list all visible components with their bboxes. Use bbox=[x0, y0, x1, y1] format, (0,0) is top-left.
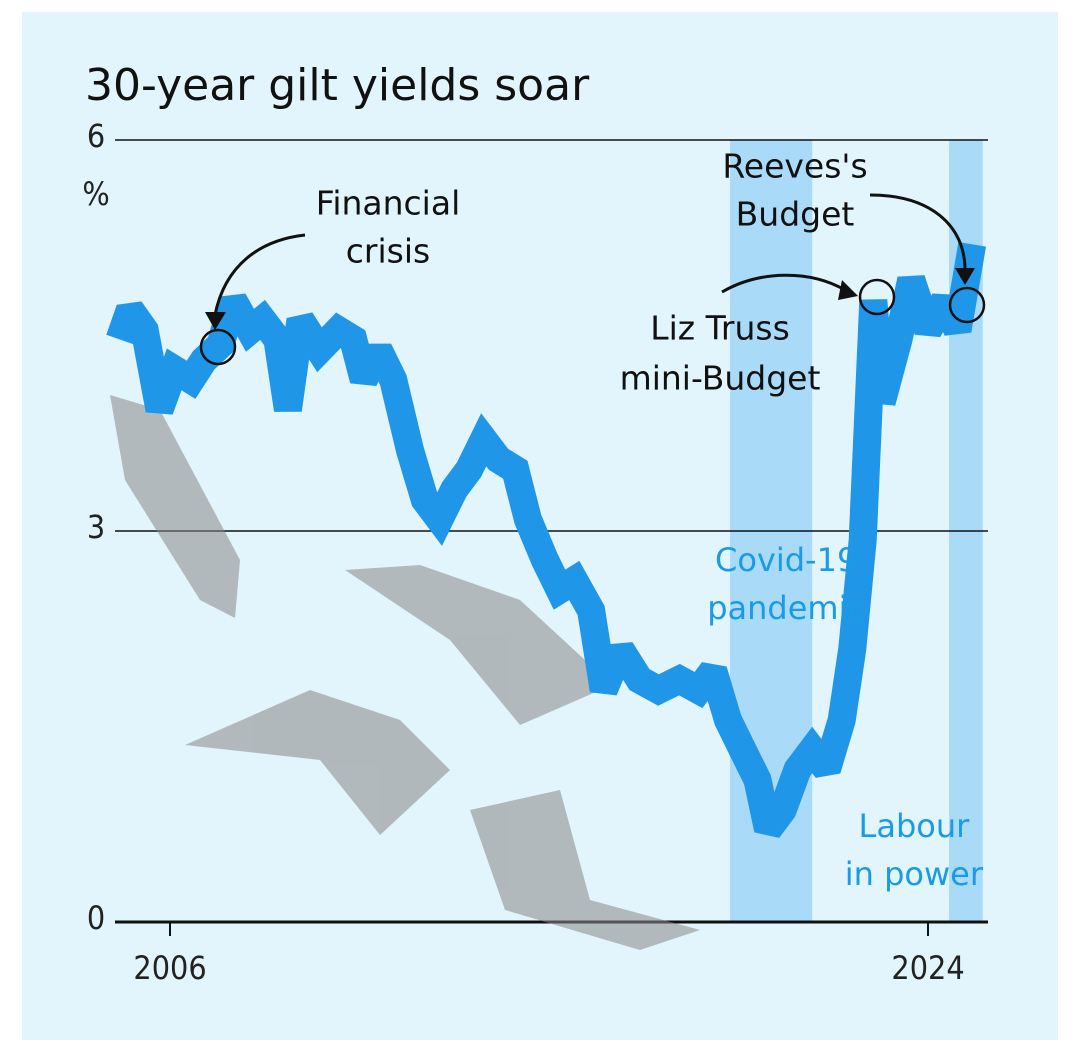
chart-title: 30-year gilt yields soar bbox=[85, 60, 590, 111]
marker-circle bbox=[199, 328, 237, 366]
x-tick-label: 2006 bbox=[133, 949, 206, 987]
annotation: Liz Truss bbox=[650, 309, 790, 348]
x-tick-label: 2024 bbox=[891, 949, 964, 987]
y-axis-label: % bbox=[82, 175, 109, 213]
shaded-period-label: in power bbox=[845, 855, 984, 893]
y-tick-label: 6 bbox=[87, 117, 105, 155]
shaded-period-label: Labour bbox=[859, 807, 971, 845]
y-tick-label: 0 bbox=[87, 899, 105, 937]
shaded-period-label: Covid-19 bbox=[715, 541, 857, 579]
annotation: Financial bbox=[316, 184, 461, 223]
annotation: crisis bbox=[346, 232, 430, 271]
arrow bbox=[213, 233, 306, 316]
annotation: Reeves's bbox=[722, 147, 867, 186]
arrow bbox=[869, 193, 967, 271]
annotations: Financial crisis Liz Truss mini-Budget R… bbox=[199, 147, 986, 398]
marker-circle bbox=[858, 278, 896, 316]
annotation: Budget bbox=[736, 195, 855, 234]
arrowhead bbox=[205, 312, 226, 330]
y-tick-label: 3 bbox=[87, 508, 105, 546]
marker-circle bbox=[948, 286, 986, 324]
line bbox=[106, 241, 986, 838]
shaded-period-label: pandemic bbox=[707, 589, 865, 627]
arrow bbox=[721, 273, 846, 294]
arrowhead bbox=[838, 280, 858, 300]
arrowhead bbox=[955, 268, 975, 285]
decoration bbox=[110, 395, 700, 950]
annotation: mini-Budget bbox=[620, 359, 821, 398]
